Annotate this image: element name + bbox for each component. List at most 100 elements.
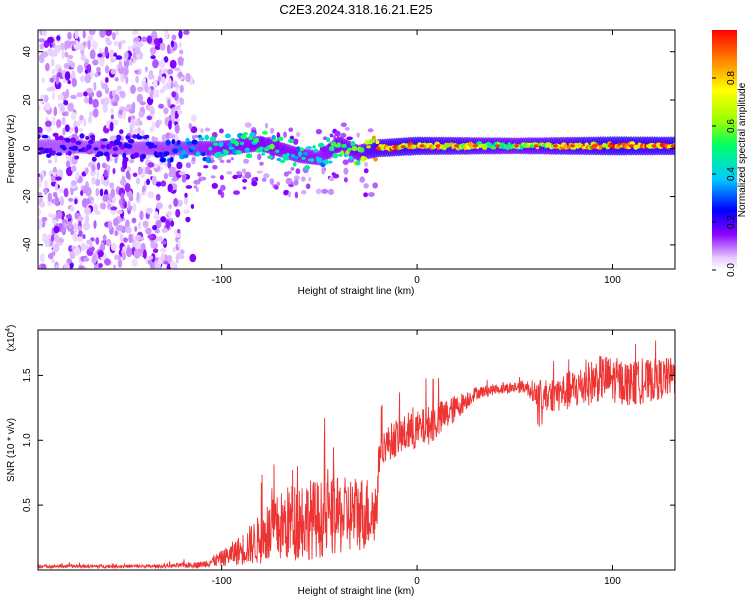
spectrogram-cell xyxy=(178,71,183,78)
spectrogram-cell xyxy=(54,153,58,164)
spectrogram-cell xyxy=(126,247,133,258)
spectrogram-cell xyxy=(261,177,267,182)
spectrogram-cell xyxy=(143,191,147,196)
spectrogram-cell xyxy=(165,139,171,146)
spectrogram-cell xyxy=(150,55,156,60)
spectrogram-cell xyxy=(92,108,99,118)
spectrogram-cell xyxy=(171,34,177,41)
spectrogram-cell xyxy=(264,122,269,129)
spectrogram-cell xyxy=(123,66,129,76)
spectrogram-cell xyxy=(375,146,381,150)
spectrogram-cell xyxy=(82,185,88,194)
spectrogram-cell xyxy=(132,101,136,111)
spectrogram-cell xyxy=(55,176,62,181)
spectrogram-cell xyxy=(159,42,166,51)
spectrogram-cell xyxy=(276,181,281,187)
spectrogram-cell xyxy=(148,169,153,175)
spectrogram-y-label: Frequency (Hz) xyxy=(6,115,17,184)
spectrogram-cell xyxy=(61,111,68,116)
spectrogram-cell xyxy=(124,226,132,234)
spectrogram-cell xyxy=(135,75,140,84)
colorbar-tick-label: 0.4 xyxy=(726,167,737,181)
spectrogram-x-tick-label: 0 xyxy=(414,275,420,286)
spectrogram-cell xyxy=(185,162,191,169)
spectrogram-cell xyxy=(278,136,284,141)
spectrogram-cell xyxy=(93,220,97,229)
spectrogram-cell xyxy=(47,48,54,56)
spectrogram-cell xyxy=(87,63,92,74)
spectrogram-cell xyxy=(296,146,301,152)
spectrogram-cell xyxy=(135,177,141,185)
spectrogram-cell xyxy=(329,133,334,138)
spectrogram-cell xyxy=(227,142,233,147)
spectrogram-cell xyxy=(200,128,204,134)
spectrogram-cell xyxy=(167,68,174,75)
spectrogram-cell xyxy=(74,30,79,40)
spectrogram-cell xyxy=(150,48,156,56)
spectrogram-cell xyxy=(61,219,68,226)
spectrogram-cell xyxy=(78,230,83,237)
spectrogram-cell xyxy=(346,147,352,152)
spectrogram-cell xyxy=(161,228,168,233)
spectrogram-cell xyxy=(158,68,163,76)
spectrogram-cell xyxy=(110,68,117,75)
spectrogram-cell xyxy=(154,228,160,234)
spectrogram-cell xyxy=(114,254,119,261)
spectrogram-cell xyxy=(342,159,349,165)
spectrogram-cell xyxy=(355,160,361,166)
spectrogram-cell xyxy=(73,246,81,256)
spectrogram-cell xyxy=(293,138,299,145)
spectrogram-cell xyxy=(50,234,55,242)
spectrogram-cell xyxy=(368,192,375,197)
spectrogram-cell xyxy=(138,221,142,230)
spectrogram-cell xyxy=(101,83,109,90)
spectrogram-cell xyxy=(116,134,122,141)
spectrogram-cell xyxy=(216,151,222,155)
spectrogram-cell xyxy=(39,43,44,50)
spectrogram-cell xyxy=(167,77,172,86)
spectrogram-cell xyxy=(296,131,301,137)
spectrogram-cell xyxy=(116,209,123,215)
spectrogram-cell xyxy=(163,56,169,63)
spectrogram-cell xyxy=(98,263,103,268)
spectrogram-cell xyxy=(44,102,51,111)
spectrogram-cell xyxy=(54,44,61,54)
spectrogram-cell xyxy=(204,127,211,132)
spectrogram-cell xyxy=(362,157,368,161)
spectrogram-cell xyxy=(72,222,78,233)
spectrogram-cell xyxy=(74,126,79,134)
spectrogram-cell xyxy=(163,172,168,180)
spectrogram-cell xyxy=(64,51,69,58)
spectrogram-cell xyxy=(159,157,167,163)
spectrogram-cell xyxy=(164,30,169,39)
spectrogram-cell xyxy=(217,189,223,196)
spectrogram-cell xyxy=(204,134,209,141)
spectrogram-cell xyxy=(83,222,90,231)
spectrogram-cell xyxy=(139,210,144,221)
spectrogram-cell xyxy=(155,202,163,210)
spectrogram-cell xyxy=(312,145,316,149)
spectrogram-cell xyxy=(61,49,65,60)
spectrogram-cell xyxy=(302,152,309,156)
spectrogram-cell xyxy=(91,40,98,51)
spectrogram-frame xyxy=(37,29,676,270)
spectrogram-cell xyxy=(340,122,347,128)
spectrogram-cell xyxy=(304,165,310,170)
spectrogram-cell xyxy=(61,116,66,126)
spectrogram-cell xyxy=(132,129,139,137)
spectrogram-cell xyxy=(100,202,106,210)
spectrogram-cell xyxy=(67,80,71,85)
spectrogram-cell xyxy=(58,135,64,141)
spectrogram-cell xyxy=(242,175,246,180)
spectrogram-cell xyxy=(88,139,94,145)
spectrogram-cell xyxy=(157,256,163,265)
spectrogram-cell xyxy=(119,90,124,96)
spectrogram-cell xyxy=(75,141,82,145)
spectrogram-cell xyxy=(179,84,184,93)
spectrogram-cell xyxy=(45,62,50,72)
spectrogram-cell xyxy=(152,79,158,89)
spectrogram-cell xyxy=(51,69,56,75)
spectrogram-cell xyxy=(191,156,196,162)
spectrogram-cell xyxy=(47,159,53,164)
spectrogram-cell xyxy=(55,210,63,219)
